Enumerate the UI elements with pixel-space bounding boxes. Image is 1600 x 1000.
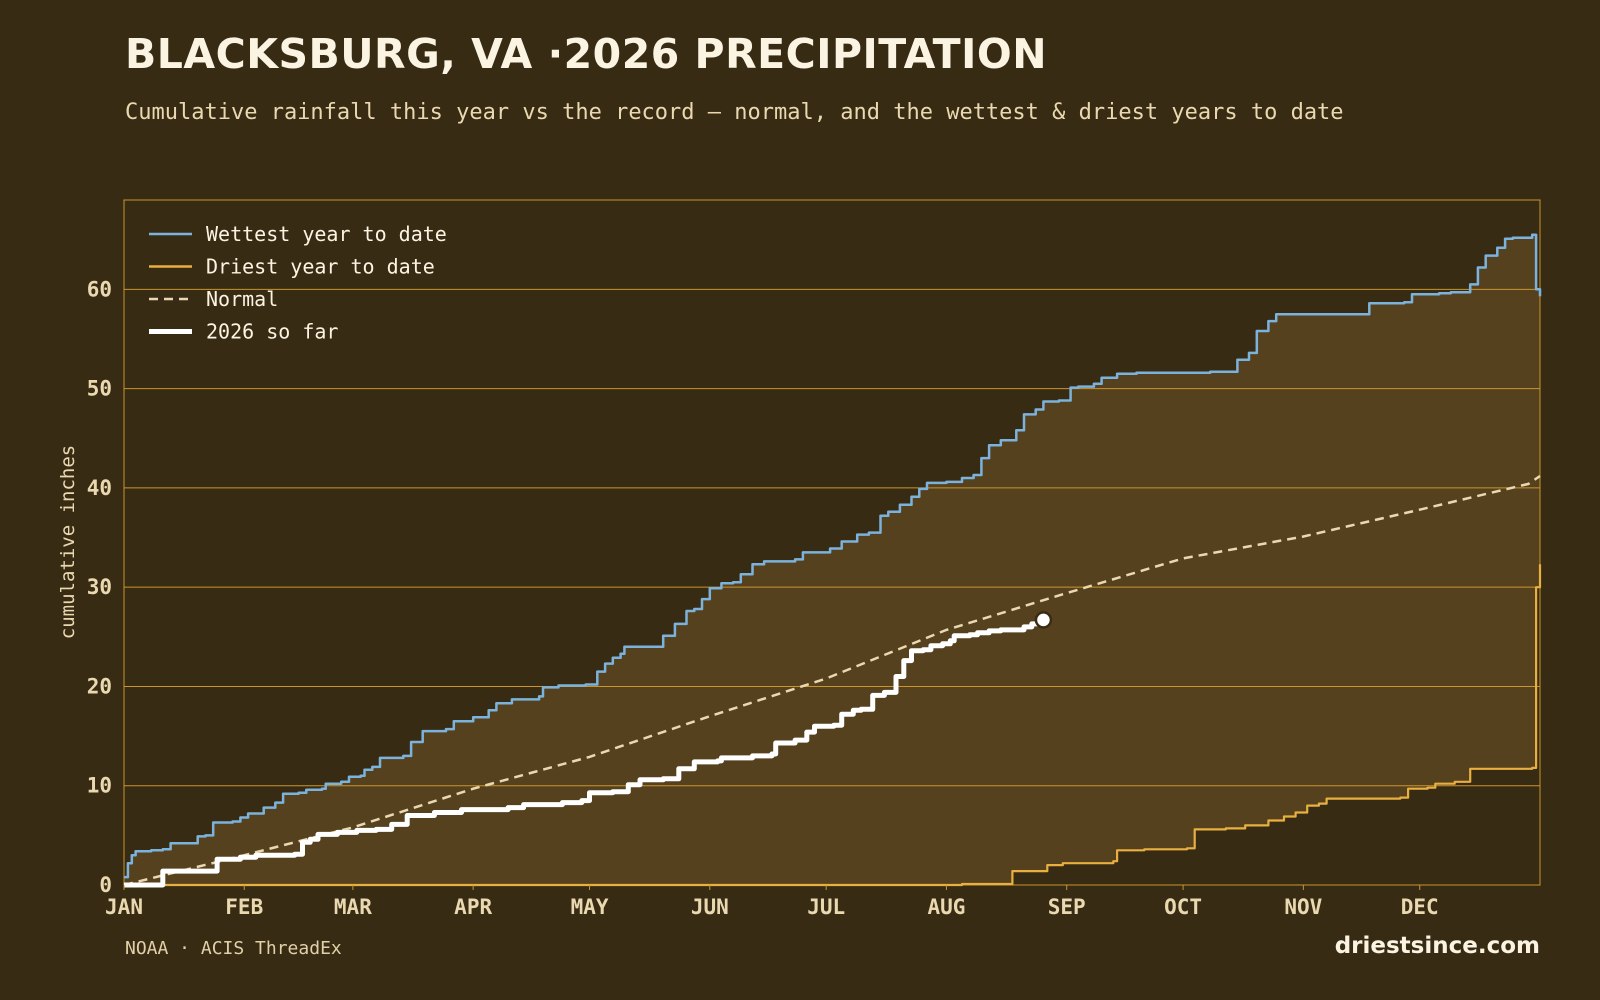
y-tick-label: 50: [87, 377, 112, 401]
x-tick-label: JUN: [691, 895, 729, 919]
x-tick-label: DEC: [1401, 895, 1439, 919]
x-tick-label: JAN: [105, 895, 143, 919]
x-tick-label: MAR: [334, 895, 372, 919]
x-tick-label: NOV: [1284, 895, 1322, 919]
x-tick-label: APR: [454, 895, 492, 919]
grid-lines: [124, 288, 1540, 787]
x-tick-label: JUL: [807, 895, 845, 919]
x-axis-ticks: JAN FEB MAR APR MAY JUN JUL AUG SEP OCT NOV DEC: [105, 885, 1439, 919]
y-tick-label: 40: [87, 476, 112, 500]
record-band: [124, 234, 1540, 885]
current-year-series-line: [124, 619, 1046, 888]
brand-link[interactable]: driestsince.com: [1334, 933, 1540, 959]
source-note: NOAA · ACIS ThreadEx: [125, 938, 342, 959]
x-tick-label: MAY: [571, 895, 609, 919]
record-band-fill: [124, 234, 1540, 885]
legend-label: Wettest year to date: [206, 222, 447, 246]
series-lines: [123, 233, 1542, 888]
y-axis-ticks: 0 10 20 30 40 50 60: [87, 277, 112, 897]
y-tick-label: 0: [99, 873, 112, 897]
y-tick-label: 20: [87, 674, 112, 698]
y-tick-label: 60: [87, 277, 112, 301]
page-subtitle: Cumulative rainfall this year vs the rec…: [125, 100, 1344, 125]
legend-label: 2026 so far: [206, 320, 338, 344]
y-tick-label: 30: [87, 575, 112, 599]
x-tick-label: SEP: [1048, 895, 1086, 919]
driest-series-line: [124, 564, 1542, 887]
legend: Wettest year to date Driest year to date N…: [149, 222, 447, 344]
legend-label: Driest year to date: [206, 255, 435, 279]
y-tick-label: 10: [87, 774, 112, 798]
current-value-marker: [1034, 611, 1053, 629]
normal-series-line: [123, 474, 1541, 887]
legend-label: Normal: [206, 287, 278, 311]
x-tick-label: OCT: [1164, 895, 1202, 919]
y-axis-label: cumulative inches: [57, 445, 79, 639]
x-tick-label: AUG: [927, 895, 965, 919]
x-tick-label: FEB: [225, 895, 263, 919]
page-title: BLACKSBURG, VA ·2026 PRECIPITATION: [125, 30, 1048, 78]
wettest-series-line: [124, 233, 1542, 879]
